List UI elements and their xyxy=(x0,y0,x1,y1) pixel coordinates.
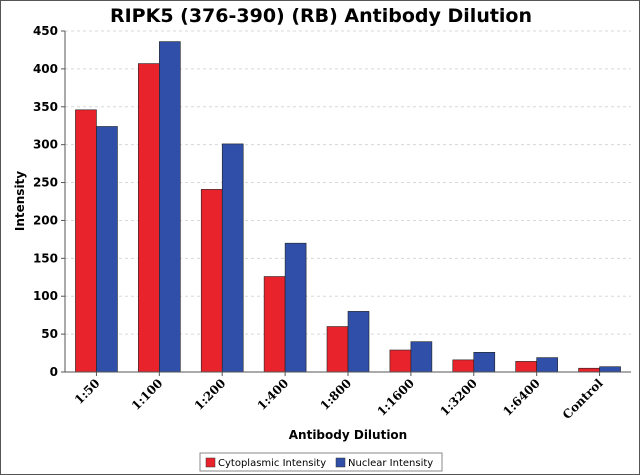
bar-cytoplasmic xyxy=(452,359,475,373)
bar-cytoplasmic xyxy=(326,326,349,373)
y-tick-label: 200 xyxy=(33,213,58,227)
y-tick-label: 400 xyxy=(33,62,58,76)
y-tick-label: 0 xyxy=(50,365,58,379)
y-axis-title: Intensity xyxy=(13,171,27,231)
bar-nuclear xyxy=(284,242,307,373)
chart-title: RIPK5 (376-390) (RB) Antibody Dilution xyxy=(110,5,532,27)
legend-label-nuclear: Nuclear Intensity xyxy=(348,458,433,469)
y-tick-label: 350 xyxy=(33,100,58,114)
bar-nuclear xyxy=(221,143,244,373)
bar-nuclear xyxy=(599,366,621,373)
x-tick-label: 1:50 xyxy=(72,376,103,407)
bar-cytoplasmic xyxy=(75,109,97,373)
x-tick-label: 1:1600 xyxy=(374,376,417,419)
x-tick-label: Control xyxy=(560,376,606,422)
x-tick-label: 1:100 xyxy=(129,376,166,413)
y-tick-label: 450 xyxy=(33,24,58,38)
x-tick-label: 1:6400 xyxy=(500,376,543,419)
x-axis-title: Antibody Dilution xyxy=(289,428,407,442)
bar-nuclear xyxy=(347,311,370,373)
legend-swatch-nuclear xyxy=(335,457,346,468)
bar-cytoplasmic xyxy=(389,349,412,373)
bar-nuclear xyxy=(159,41,181,373)
legend-swatch-cytoplasmic xyxy=(205,457,216,468)
legend-label-cytoplasmic: Cytoplasmic Intensity xyxy=(218,458,326,469)
bar-nuclear xyxy=(96,126,118,373)
y-tick-label: 250 xyxy=(33,176,58,190)
y-tick-label: 150 xyxy=(33,251,58,265)
bar-cytoplasmic xyxy=(138,63,160,373)
y-tick-label: 300 xyxy=(33,138,58,152)
y-axis-ticks: 0 50 100 150 200 250 300 350 400 450 xyxy=(33,24,65,379)
x-tick-label: 1:200 xyxy=(192,376,229,413)
bar-nuclear xyxy=(473,351,496,373)
x-axis-ticks: 1:50 1:100 1:200 1:400 1:800 1:1600 1:3200 1:64… xyxy=(72,372,606,422)
bars xyxy=(75,41,621,373)
bar-nuclear xyxy=(410,341,433,373)
legend-box xyxy=(199,452,443,472)
bar-cytoplasmic xyxy=(200,189,223,373)
bar-cytoplasmic xyxy=(578,367,600,373)
x-tick-label: 1:400 xyxy=(255,376,292,413)
bar-cytoplasmic xyxy=(263,276,286,373)
x-tick-label: 1:800 xyxy=(317,376,354,413)
x-tick-label: 1:3200 xyxy=(437,376,480,419)
bar-cytoplasmic xyxy=(515,361,537,373)
y-tick-label: 50 xyxy=(41,327,58,341)
legend: Cytoplasmic Intensity Nuclear Intensity xyxy=(199,452,443,472)
bar-nuclear xyxy=(536,357,558,373)
y-tick-label: 100 xyxy=(33,289,58,303)
